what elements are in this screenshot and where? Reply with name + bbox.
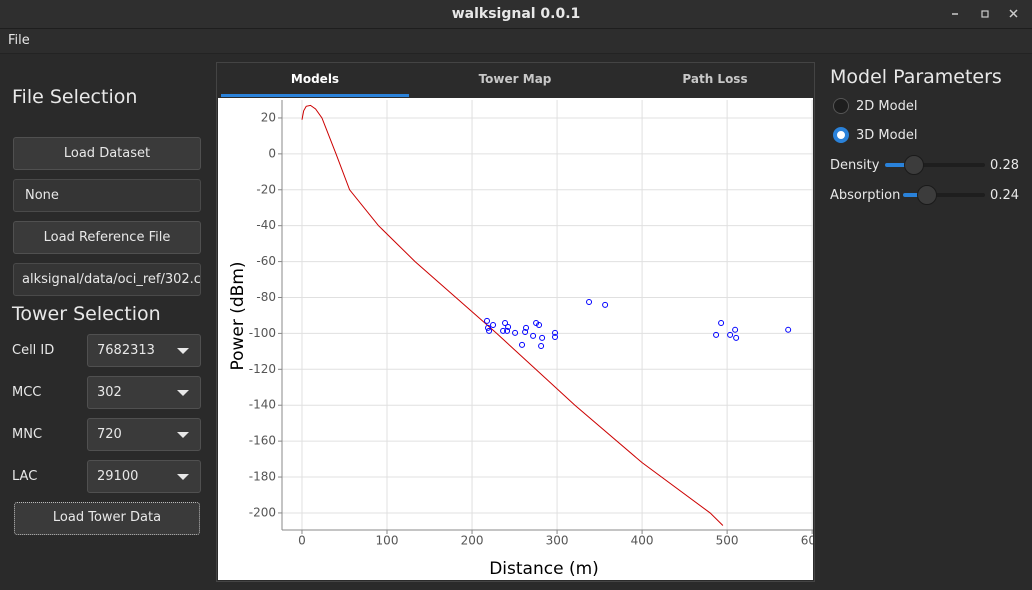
- slider-handle[interactable]: [917, 185, 937, 205]
- measurement-point: [522, 328, 529, 335]
- measurement-point: [530, 332, 537, 339]
- y-tick-label: -180: [249, 470, 276, 484]
- measurement-point: [552, 329, 559, 336]
- slider-value: 0.28: [990, 158, 1019, 173]
- measurement-point: [602, 301, 609, 308]
- y-tick-label: -140: [249, 398, 276, 412]
- radio-label[interactable]: 3D Model: [856, 128, 918, 143]
- reference-path-field[interactable]: alksignal/data/oci_ref/302.csv: [13, 263, 201, 296]
- load-dataset-button[interactable]: Load Dataset: [13, 137, 201, 170]
- field-label: Cell ID: [12, 343, 55, 358]
- y-tick-label: -160: [249, 434, 276, 448]
- tab[interactable]: Models: [290, 72, 340, 86]
- x-axis-label: Distance (m): [489, 559, 599, 579]
- measurement-point: [519, 341, 526, 348]
- measurement-point: [486, 327, 493, 334]
- window-controls: [952, 9, 1018, 18]
- cell-id-combo[interactable]: 7682313: [87, 334, 201, 367]
- measurement-point: [500, 327, 507, 334]
- section-heading: File Selection: [12, 86, 138, 108]
- y-tick-label: -20: [256, 182, 276, 196]
- measurement-point: [504, 327, 511, 334]
- x-tick-label: 100: [376, 534, 399, 548]
- slider-track[interactable]: [885, 163, 985, 167]
- measurement-point: [586, 298, 593, 305]
- tab[interactable]: Path Loss: [682, 72, 748, 86]
- measurement-point: [713, 331, 720, 338]
- lac-combo[interactable]: 29100: [87, 460, 201, 493]
- x-tick-label: 500: [716, 534, 739, 548]
- measurement-point: [785, 326, 792, 333]
- field-label: MCC: [12, 385, 42, 400]
- x-tick-label: 200: [461, 534, 484, 548]
- radio-button[interactable]: [833, 98, 849, 114]
- y-tick-label: -80: [256, 290, 276, 304]
- chart: Distance (m) Power (dBm) 0 100 200 300 400 50…: [228, 100, 813, 579]
- measurement-point: [536, 321, 543, 328]
- mnc-combo[interactable]: 720: [87, 418, 201, 451]
- close-button[interactable]: [1009, 9, 1018, 18]
- measurement-point: [502, 319, 509, 326]
- section-heading: Model Parameters: [830, 66, 1002, 88]
- measurement-point: [505, 323, 512, 330]
- measurement-point: [490, 321, 497, 328]
- plot-canvas: Distance (m) Power (dBm) 0 100 200 300 400 50…: [218, 98, 813, 580]
- y-tick-label: 0: [268, 146, 276, 160]
- measurement-point: [718, 319, 725, 326]
- y-tick-label: -100: [249, 326, 276, 340]
- y-tick-label: -40: [256, 218, 276, 232]
- restore-button[interactable]: [981, 10, 989, 18]
- measurement-point: [485, 324, 492, 331]
- slider-label: Density: [830, 158, 880, 173]
- measurement-point: [733, 334, 740, 341]
- slider-label: Absorption: [830, 188, 901, 203]
- measurement-point: [523, 324, 530, 331]
- menu-bar: [0, 29, 1032, 54]
- mcc-combo[interactable]: 302: [87, 376, 201, 409]
- measurement-point: [727, 331, 734, 338]
- measurement-point: [552, 333, 559, 340]
- window-title: walksignal 0.0.1: [451, 6, 581, 22]
- y-tick-label: -120: [249, 362, 276, 376]
- model-line: [301, 104, 724, 526]
- load-reference-button[interactable]: Load Reference File: [13, 221, 201, 254]
- slider-track[interactable]: [903, 193, 985, 197]
- measurement-point: [732, 326, 739, 333]
- menu-file[interactable]: File: [8, 33, 30, 48]
- measurement-point: [539, 334, 546, 341]
- radio-button[interactable]: [833, 127, 849, 143]
- measurement-point: [538, 342, 545, 349]
- radio-label[interactable]: 2D Model: [856, 99, 918, 114]
- y-axis-label: Power (dBm): [228, 261, 248, 370]
- x-tick-label: 400: [631, 534, 654, 548]
- field-label: LAC: [12, 469, 38, 484]
- y-tick-label: 20: [261, 110, 276, 124]
- section-heading: Tower Selection: [12, 303, 161, 325]
- field-label: MNC: [12, 427, 43, 442]
- measurement-point: [512, 329, 519, 336]
- measurement-point: [484, 317, 491, 324]
- tab[interactable]: Tower Map: [478, 72, 552, 86]
- y-tick-label: -60: [256, 254, 276, 268]
- slider-value: 0.24: [990, 188, 1019, 203]
- slider-handle[interactable]: [904, 155, 924, 175]
- x-tick-label: 600: [801, 534, 813, 548]
- load-tower-button[interactable]: Load Tower Data: [14, 502, 200, 535]
- y-tick-label: -200: [249, 505, 276, 519]
- tab-indicator: [221, 94, 409, 97]
- x-tick-label: 0: [298, 534, 306, 548]
- x-tick-label: 300: [546, 534, 569, 548]
- dataset-path-field[interactable]: None: [13, 179, 201, 212]
- title-bar: [0, 0, 1032, 29]
